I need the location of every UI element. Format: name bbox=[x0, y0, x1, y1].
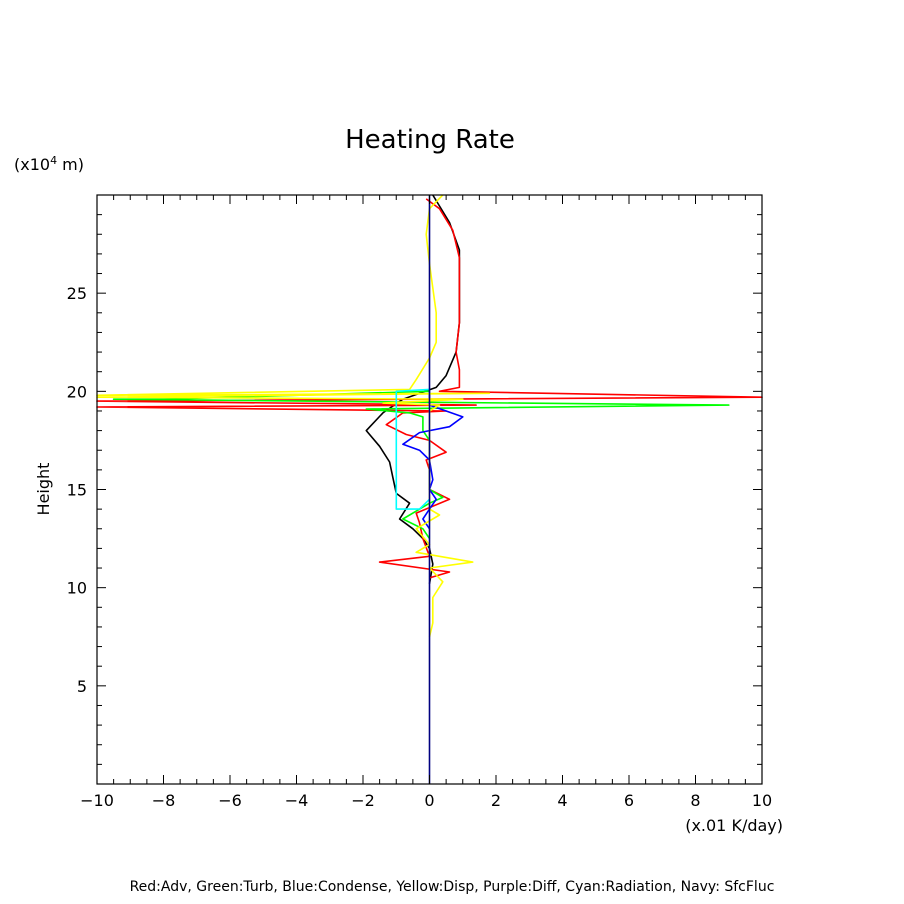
x-tick-label: 0 bbox=[424, 791, 434, 810]
y-tick-label: 25 bbox=[67, 284, 87, 303]
y-tick-label: 5 bbox=[77, 677, 87, 696]
x-tick-label: −6 bbox=[218, 791, 242, 810]
series-line-3 bbox=[402, 391, 464, 530]
x-axis-label: (x.01 K/day) bbox=[685, 816, 783, 835]
series-group bbox=[96, 194, 763, 784]
x-tick-label: −8 bbox=[152, 791, 176, 810]
x-tick-label: −4 bbox=[285, 791, 309, 810]
x-tick-label: 8 bbox=[690, 791, 700, 810]
tick-group: −10 −8 −6 −4 −2 0 2 4 6 8 10 5 10 15 20 25 bbox=[67, 194, 772, 810]
x-tick-label: 6 bbox=[624, 791, 634, 810]
x-tick-label: 10 bbox=[752, 791, 772, 810]
y-tick-label: 20 bbox=[67, 382, 87, 401]
y-unit-suffix: m) bbox=[57, 155, 84, 174]
y-unit-prefix: (x10 bbox=[14, 155, 50, 174]
x-tick-label: −2 bbox=[351, 791, 375, 810]
plot-frame bbox=[96, 194, 763, 785]
legend-footer: Red:Adv, Green:Turb, Blue:Condense, Yell… bbox=[130, 879, 775, 895]
x-tick-label: 2 bbox=[491, 791, 501, 810]
series-line-2 bbox=[112, 390, 730, 540]
series-line-5 bbox=[395, 388, 431, 510]
chart-title: Heating Rate bbox=[345, 125, 515, 155]
plot-area: −10 −8 −6 −4 −2 0 2 4 6 8 10 5 10 15 20 25 bbox=[67, 194, 772, 810]
y-axis-label: Height bbox=[34, 463, 53, 516]
y-tick-label: 10 bbox=[67, 579, 87, 598]
y-tick-label: 15 bbox=[67, 481, 87, 500]
y-unit-label: (x104 m) bbox=[14, 154, 84, 174]
x-tick-label: −10 bbox=[80, 791, 114, 810]
y-unit-exponent: 4 bbox=[50, 154, 57, 167]
x-tick-label: 4 bbox=[557, 791, 567, 810]
series-line-4 bbox=[96, 194, 491, 637]
